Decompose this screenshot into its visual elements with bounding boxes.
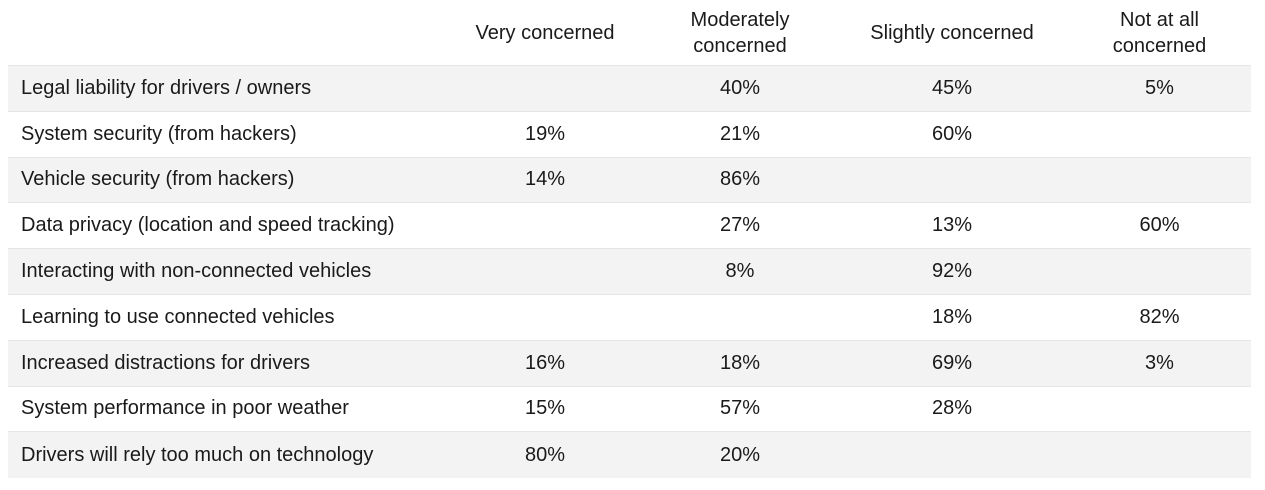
cell-slightly-concerned: 60% bbox=[931, 122, 973, 145]
row-label: Learning to use connected vehicles bbox=[21, 305, 335, 328]
cell-slightly-concerned: 92% bbox=[931, 260, 973, 283]
cell-very-concerned: 16% bbox=[524, 351, 566, 374]
cell-very-concerned: 14% bbox=[524, 168, 566, 191]
row-label: System security (from hackers) bbox=[21, 122, 297, 145]
concern-table-container: Very concerned Moderately concerned Slightl… bbox=[8, 0, 1251, 478]
cell-slightly-concerned: 45% bbox=[931, 76, 973, 99]
row-label: Vehicle security (from hackers) bbox=[21, 168, 295, 191]
cell-moderately-concerned: 8% bbox=[725, 260, 755, 283]
cell-not-at-all-concerned: 5% bbox=[1145, 76, 1174, 99]
table-row: Legal liability for drivers / owners 40% 4… bbox=[8, 65, 1251, 112]
column-header-line: Slightly concerned bbox=[870, 21, 1034, 44]
cell-moderately-concerned: 18% bbox=[719, 351, 761, 374]
column-header-moderately-concerned: Moderately concerned bbox=[644, 0, 836, 66]
table-row: System security (from hackers) 19% 21% 60% bbox=[8, 111, 1251, 157]
table-header: Very concerned Moderately concerned Slightl… bbox=[8, 0, 1251, 66]
header-row: Very concerned Moderately concerned Slightl… bbox=[8, 0, 1251, 66]
cell-not-at-all-concerned bbox=[1068, 157, 1251, 203]
cell-not-at-all-concerned: 3% bbox=[1145, 351, 1174, 374]
row-label: Increased distractions for drivers bbox=[21, 351, 311, 374]
cell-not-at-all-concerned bbox=[1068, 432, 1251, 478]
cell-slightly-concerned: 13% bbox=[931, 214, 973, 237]
table-row: Learning to use connected vehicles 18% 82% bbox=[8, 294, 1251, 340]
cell-slightly-concerned bbox=[836, 432, 1068, 478]
cell-not-at-all-concerned bbox=[1068, 111, 1251, 157]
cell-moderately-concerned: 27% bbox=[719, 214, 761, 237]
row-label: Drivers will rely too much on technology bbox=[21, 443, 374, 466]
cell-slightly-concerned: 69% bbox=[931, 351, 973, 374]
table-row: System performance in poor weather 15% 57%… bbox=[8, 386, 1251, 432]
table-row: Drivers will rely too much on technology… bbox=[8, 431, 1251, 478]
cell-very-concerned: 19% bbox=[524, 122, 566, 145]
column-header-line: concerned bbox=[693, 34, 787, 57]
row-label: Interacting with non-connected vehicles bbox=[21, 260, 372, 283]
column-header-line: concerned bbox=[1112, 34, 1207, 57]
cell-very-concerned bbox=[446, 249, 644, 295]
column-header-very-concerned: Very concerned bbox=[446, 0, 644, 66]
cell-moderately-concerned: 21% bbox=[719, 122, 761, 145]
cell-very-concerned bbox=[446, 294, 644, 340]
column-header-line: Very concerned bbox=[475, 21, 615, 44]
column-header-label bbox=[8, 0, 446, 66]
cell-slightly-concerned: 18% bbox=[931, 305, 973, 328]
table-body: Legal liability for drivers / owners 40% 4… bbox=[8, 65, 1251, 478]
row-label: Legal liability for drivers / owners bbox=[21, 76, 312, 99]
cell-not-at-all-concerned bbox=[1068, 386, 1251, 432]
cell-very-concerned bbox=[446, 203, 644, 249]
cell-moderately-concerned: 40% bbox=[719, 76, 761, 99]
cell-not-at-all-concerned: 82% bbox=[1139, 305, 1180, 328]
cell-slightly-concerned bbox=[836, 157, 1068, 203]
column-header-line: Moderately bbox=[690, 8, 790, 31]
cell-moderately-concerned: 20% bbox=[719, 443, 761, 466]
cell-moderately-concerned: 57% bbox=[719, 397, 761, 420]
column-header-slightly-concerned: Slightly concerned bbox=[836, 0, 1068, 66]
table-row: Vehicle security (from hackers) 14% 86% bbox=[8, 157, 1251, 203]
table-row: Increased distractions for drivers 16% 18%… bbox=[8, 340, 1251, 387]
table-row: Interacting with non-connected vehicles 8… bbox=[8, 248, 1251, 295]
cell-moderately-concerned bbox=[644, 294, 836, 340]
cell-very-concerned bbox=[446, 66, 644, 112]
cell-very-concerned: 80% bbox=[524, 443, 566, 466]
cell-not-at-all-concerned bbox=[1068, 249, 1251, 295]
concern-table: Very concerned Moderately concerned Slightl… bbox=[8, 0, 1251, 478]
table-row: Data privacy (location and speed trackin… bbox=[8, 202, 1251, 249]
cell-slightly-concerned: 28% bbox=[931, 397, 973, 420]
cell-not-at-all-concerned: 60% bbox=[1139, 214, 1180, 237]
cell-very-concerned: 15% bbox=[524, 397, 566, 420]
column-header-not-at-all-concerned: Not at all concerned bbox=[1068, 0, 1251, 66]
row-label: Data privacy (location and speed trackin… bbox=[21, 214, 395, 237]
row-label: System performance in poor weather bbox=[21, 397, 349, 420]
cell-moderately-concerned: 86% bbox=[719, 168, 761, 191]
column-header-line: Not at all bbox=[1120, 8, 1199, 31]
